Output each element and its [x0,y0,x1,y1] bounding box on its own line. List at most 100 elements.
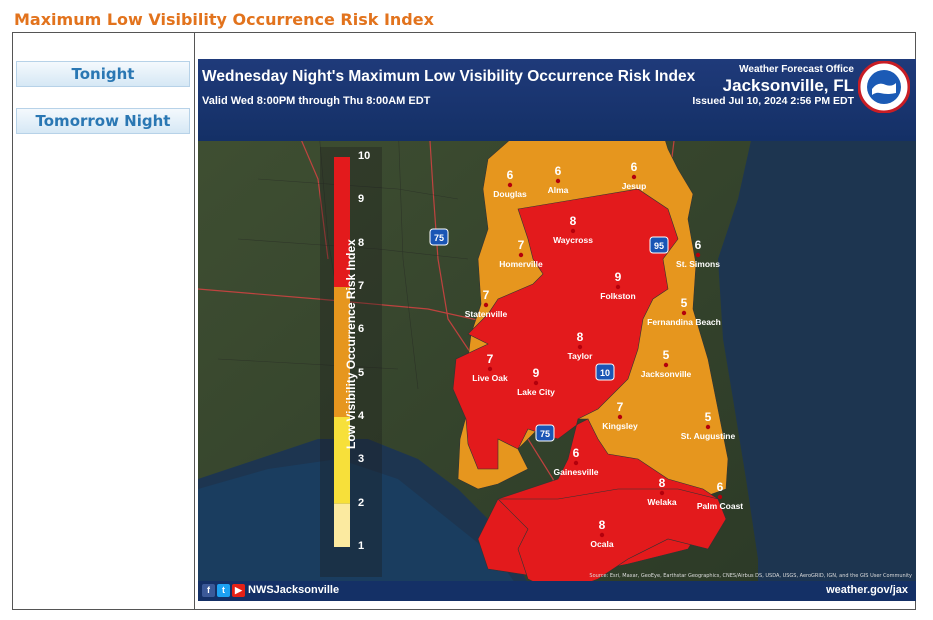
city-marker: 7 Homerville [499,238,543,269]
legend-band [334,287,350,417]
tomorrow-night-button[interactable]: Tomorrow Night [16,108,190,134]
city-marker: 6 Gainesville [554,446,599,477]
legend-tick: 4 [358,410,365,422]
city-name: Jacksonville [641,369,692,379]
interstate-shield: 95 [649,236,669,254]
city-marker: 8 Ocala [590,518,613,549]
valid-period: Valid Wed 8:00PM through Thu 8:00AM EDT [202,95,431,107]
city-risk-value: 5 [705,410,712,424]
svg-text:10: 10 [600,368,610,378]
city-risk-value: 7 [617,400,624,414]
city-dot [695,252,701,258]
city-risk-value: 7 [483,288,490,302]
interstate-shield: 75 [429,228,449,246]
city-dot [533,380,539,386]
city-marker: 6 Palm Coast [697,480,743,511]
legend-tick: 8 [358,236,365,249]
legend-tick: 9 [358,193,365,206]
city-dot [631,174,637,180]
interstate-shield: 75 [535,424,555,442]
legend-color-bar [334,157,350,547]
social-handle: NWSJacksonville [248,584,340,596]
city-risk-value: 6 [507,168,514,182]
city-name: Taylor [568,351,594,361]
city-name: Douglas [493,189,527,199]
city-dot [518,252,524,258]
city-name: St. Augustine [681,431,736,441]
city-name: Welaka [647,497,676,507]
legend-tick: 10 [358,150,371,162]
legend-band [334,503,350,547]
city-name: Alma [548,185,569,195]
legend-tick: 7 [358,280,365,292]
city-name: St. Simons [676,259,720,269]
city-dot [573,460,579,466]
city-name: Statenville [465,309,508,319]
city-dot [663,362,669,368]
map-footer: f t ▶ NWSJacksonville weather.gov/jax [198,581,916,601]
city-dot [705,424,711,430]
city-marker: 8 Welaka [647,476,676,507]
content-frame: Tonight Tomorrow Night [12,32,916,610]
site-link[interactable]: weather.gov/jax [826,584,908,596]
issued-time: Issued Jul 10, 2024 2:56 PM EDT [692,95,854,107]
city-name: Fernandina Beach [647,317,721,327]
legend-tick: 6 [358,323,365,336]
city-dot [681,310,687,316]
gulf-of-mexico [198,459,528,601]
city-risk-value: 5 [663,348,670,362]
city-risk-value: 6 [695,238,702,252]
city-dot [487,366,493,372]
map-canvas: 75 95 10 75 6Douglas6Alma6Jesup8Waycross… [198,59,916,601]
city-dot [615,284,621,290]
city-name: Waycross [553,235,593,245]
city-dot [717,494,723,500]
high-risk-area-south [497,488,727,595]
legend-band [334,417,350,504]
city-risk-value: 9 [615,270,622,284]
interstate-shield: 10 [595,363,615,381]
legend: 10 9 8 7 6 5 4 3 2 1 Low Visibility Occurrence Ri… [320,147,382,577]
sidebar: Tonight Tomorrow Night [13,33,195,609]
city-marker: 6 Douglas [493,168,527,199]
facebook-icon[interactable]: f [202,584,215,597]
city-name: Live Oak [472,373,508,383]
legend-tick: 2 [358,496,365,509]
city-risk-value: 8 [599,518,606,532]
twitter-icon[interactable]: t [217,584,230,597]
social-icons: f t ▶ [202,584,245,597]
city-risk-value: 9 [533,366,540,380]
city-marker: 9 Folkston [600,270,635,301]
city-dot [659,490,665,496]
city-dot [577,344,583,350]
city-dot [617,414,623,420]
city-risk-value: 7 [518,238,525,252]
city-risk-value: 6 [555,164,562,178]
city-marker: 7 Statenville [465,288,508,319]
city-risk-value: 8 [577,330,584,344]
city-marker: 5 St. Augustine [681,410,736,441]
city-name: Folkston [600,291,635,301]
city-marker: 9 Lake City [517,366,555,397]
city-name: Kingsley [602,421,638,431]
city-name: Lake City [517,387,555,397]
city-name: Homerville [499,259,543,269]
office-city: Jacksonville, FL [722,76,854,95]
city-name: Palm Coast [697,501,743,511]
city-risk-value: 6 [717,480,724,494]
nws-logo [858,61,910,113]
map-attribution: Source: Esri, Maxar, GeoEye, Earthstar G… [589,573,912,579]
svg-text:75: 75 [434,233,444,243]
youtube-icon[interactable]: ▶ [232,584,245,597]
map-header: Wednesday Night's Maximum Low Visibility… [198,59,916,141]
page-title: Maximum Low Visibility Occurrence Risk I… [14,10,434,29]
city-risk-value: 5 [681,296,688,310]
city-marker: 5 Fernandina Beach [647,296,721,327]
city-risk-value: 6 [573,446,580,460]
city-marker: 8 Waycross [553,214,593,245]
tonight-button[interactable]: Tonight [16,61,190,87]
city-marker: 8 Taylor [568,330,594,361]
city-name: Gainesville [554,467,599,477]
city-marker: 6 St. Simons [676,238,720,269]
city-dot [599,532,605,538]
